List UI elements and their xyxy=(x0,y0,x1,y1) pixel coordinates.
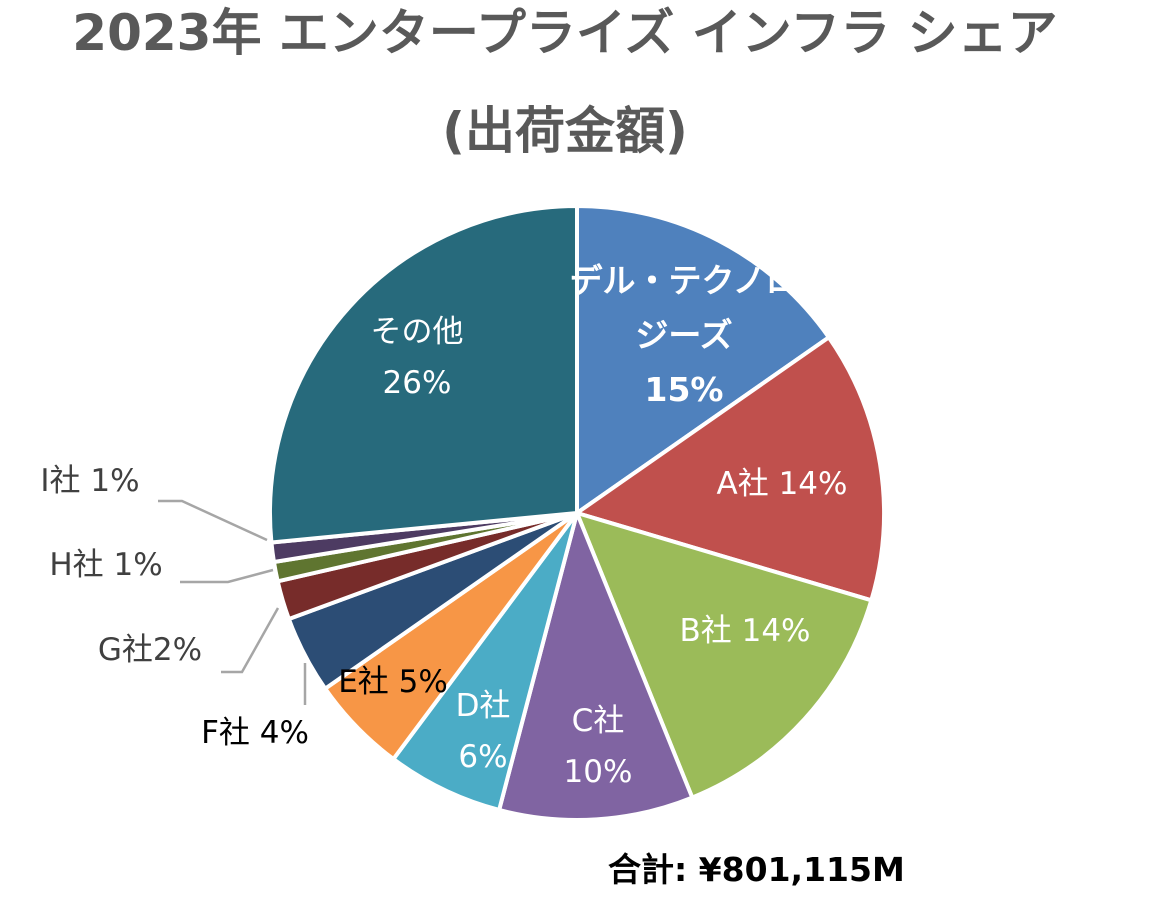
pie-slice-4 xyxy=(391,511,579,812)
slice-label-5-line-0: E社 5% xyxy=(338,664,448,700)
slice-label-6-line-0: F社 4% xyxy=(201,715,309,751)
slice-label-0-line-2: 15% xyxy=(645,370,724,409)
slice-label-7-line-0: G社2% xyxy=(98,632,202,668)
leader-line-8 xyxy=(180,568,274,584)
slice-label-10-line-1: 26% xyxy=(383,365,452,401)
slice-label-2-line-0: B社 14% xyxy=(679,613,810,649)
slice-label-3-line-0: C社 xyxy=(572,703,625,739)
pie-slice-0 xyxy=(575,204,831,515)
slice-label-8-line-0: H社 1% xyxy=(49,547,162,583)
slice-label-9-line-0: I社 1% xyxy=(40,463,139,499)
slice-label-10-line-0: その他 xyxy=(371,314,464,350)
slice-label-3-line-1: 10% xyxy=(564,754,633,790)
chart-title-line1: 2023年 エンタープライズ インフラ シェア xyxy=(72,4,1058,62)
chart-title: 2023年 エンタープライズ インフラ シェア (出荷金額) xyxy=(0,8,1130,156)
leader-line-9 xyxy=(158,499,268,542)
slice-label-4-line-1: 6% xyxy=(458,739,507,775)
slice-label-0-line-0: デル・テクノロ xyxy=(569,261,798,300)
pie-slice-2 xyxy=(575,511,874,800)
slice-label-0-line-1: ジーズ xyxy=(635,315,732,354)
slice-label-4-line-0: D社 xyxy=(456,688,511,724)
total-label: 合計: ¥801,115M xyxy=(608,850,905,889)
chart-title-line2: (出荷金額) xyxy=(442,102,688,160)
slice-label-1-line-0: A社 14% xyxy=(717,466,848,502)
pie-slice-10 xyxy=(268,204,579,545)
pie-slice-3 xyxy=(497,511,695,822)
leader-line-7 xyxy=(221,607,280,674)
